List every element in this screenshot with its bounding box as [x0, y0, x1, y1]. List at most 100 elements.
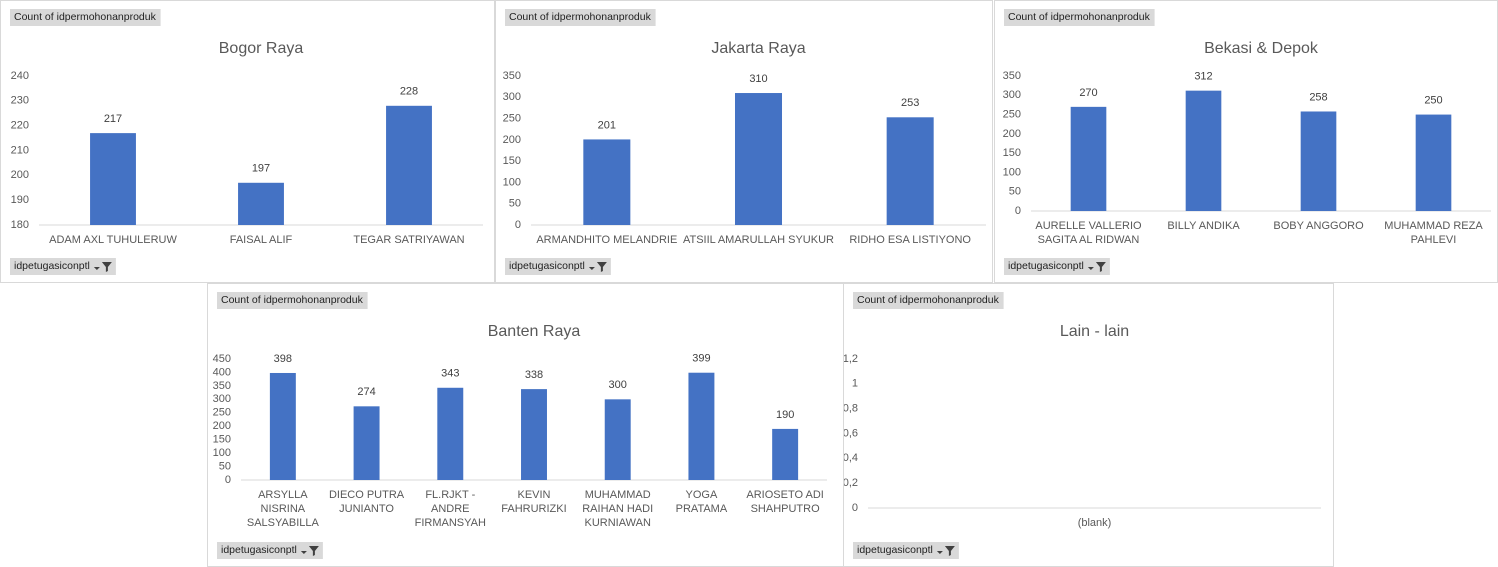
y-tick-label: 0,2 — [844, 477, 858, 489]
y-tick-label: 1,2 — [844, 353, 858, 365]
chart-title: Lain - lain — [1060, 323, 1129, 340]
y-tick-label: 0 — [515, 219, 521, 231]
x-tick-label: BOBY ANGGORO — [1273, 220, 1364, 232]
filter-button: idpetugasiconptl — [509, 260, 585, 272]
y-tick-label: 50 — [1009, 186, 1021, 198]
y-tick-label: 200 — [1003, 128, 1021, 140]
chart: Count of idpermohonanproduk Lain - lain 0 0… — [843, 292, 1321, 559]
chart-title: Jakarta Raya — [711, 40, 805, 57]
bar — [734, 93, 783, 226]
value-label: 228 — [400, 86, 418, 98]
chart-panel: Count of idpermohonanproduk Bekasi & Depo… — [994, 0, 1498, 283]
chart: Count of idpermohonanproduk Bekasi & Depo… — [1003, 9, 1491, 275]
x-tick-label: ARIOSETO ADI SHAHPUTRO — [746, 489, 824, 515]
y-tick-label: 220 — [11, 120, 29, 132]
x-tick-label: ADAM AXL TUHULERUW — [49, 234, 177, 246]
x-label-box: KEVIN FAHRURIZKI — [501, 489, 566, 515]
y-tick-label: 150 — [503, 155, 521, 167]
y-tick-label: 200 — [503, 134, 521, 146]
x-tick-label: MUHAMMAD REZA PAHLEVI — [1384, 220, 1483, 246]
x-label-box: FL.RJKT - ANDRE FIRMANSYAH — [414, 489, 486, 529]
value-field-button: Count of idpermohonanproduk — [1008, 11, 1151, 23]
chart-panel: Count of idpermohonanproduk Jakarta Raya 0… — [495, 0, 993, 283]
bar — [1300, 111, 1337, 211]
chart: Count of idpermohonanproduk Bogor Raya 180… — [10, 9, 483, 275]
dropdown-icon — [300, 551, 307, 554]
y-tick-label: 0 — [1015, 205, 1021, 217]
chart-panel: Count of idpermohonanproduk Bogor Raya 180… — [0, 0, 495, 283]
button-bg — [217, 292, 368, 309]
y-tick-label: 150 — [213, 434, 231, 446]
button-bg — [1004, 258, 1110, 275]
value-label: 274 — [357, 386, 375, 398]
x-label-box: RIDHO ESA LISTIYONO — [849, 234, 971, 246]
value-label: 312 — [1194, 71, 1212, 83]
bar — [604, 399, 631, 480]
x-label-box: TEGAR SATRIYAWAN — [353, 234, 464, 246]
bar — [1415, 114, 1452, 211]
x-label-box: FAISAL ALIF — [229, 234, 293, 246]
chart-panel: Count of idpermohonanproduk Banten Raya 0 5… — [207, 283, 844, 567]
chart: Count of idpermohonanproduk Banten Raya 0 5… — [213, 292, 827, 559]
x-label-box: (blank) — [1078, 517, 1112, 529]
x-label-box: ADAM AXL TUHULERUW — [49, 234, 177, 246]
bar — [886, 117, 934, 225]
value-label: 258 — [1309, 91, 1327, 103]
y-tick-label: 100 — [503, 176, 521, 188]
filter-button: idpetugasiconptl — [221, 544, 297, 556]
bar — [90, 133, 136, 225]
y-tick-label: 250 — [503, 112, 521, 124]
y-tick-label: 0 — [852, 502, 858, 514]
y-tick-label: 350 — [213, 380, 231, 392]
y-tick-label: 100 — [213, 447, 231, 459]
chart-title: Bogor Raya — [219, 40, 304, 57]
x-label-box: MUHAMMAD REZA PAHLEVI — [1384, 220, 1483, 246]
value-label: 190 — [776, 409, 794, 421]
y-tick-label: 50 — [219, 460, 231, 472]
y-tick-label: 250 — [1003, 108, 1021, 120]
value-label: 253 — [901, 97, 919, 109]
filter-button: idpetugasiconptl — [857, 544, 933, 556]
x-label-box: ARMANDHITO MELANDRIE — [536, 234, 677, 246]
x-label-box: BOBY ANGGORO — [1273, 220, 1364, 232]
value-label: 399 — [692, 353, 710, 365]
y-tick-label: 400 — [213, 366, 231, 378]
y-tick-label: 300 — [503, 91, 521, 103]
x-tick-label: RIDHO ESA LISTIYONO — [849, 234, 971, 246]
y-tick-label: 0,6 — [844, 427, 858, 439]
y-tick-label: 230 — [11, 95, 29, 107]
bar — [1185, 90, 1222, 211]
y-tick-label: 300 — [213, 393, 231, 405]
y-tick-label: 0 — [225, 474, 231, 486]
y-tick-label: 210 — [11, 144, 29, 156]
x-tick-label: AURELLE VALLERIO SAGITA AL RIDWAN — [1035, 220, 1142, 246]
bar — [688, 372, 715, 480]
dropdown-icon — [1087, 267, 1094, 270]
value-label: 338 — [525, 369, 543, 381]
x-tick-label: MUHAMMAD RAIHAN HADI KURNIAWAN — [582, 489, 654, 529]
button-bg — [10, 258, 116, 275]
x-label-box: BILLY ANDIKA — [1167, 220, 1239, 232]
value-label: 250 — [1424, 94, 1442, 106]
x-label-box: YOGA PRATAMA — [676, 489, 728, 515]
y-tick-label: 350 — [503, 70, 521, 82]
bar — [772, 428, 799, 480]
bar — [521, 389, 547, 480]
value-label: 300 — [609, 379, 627, 391]
x-tick-label: FAISAL ALIF — [229, 234, 293, 246]
x-tick-label: ARSYLLA NISRINA SALSYABILLA — [246, 489, 319, 529]
filter-button: idpetugasiconptl — [14, 260, 90, 272]
value-label: 270 — [1079, 87, 1097, 99]
y-tick-label: 200 — [11, 169, 29, 181]
value-label: 217 — [104, 113, 122, 125]
bar — [386, 105, 432, 225]
value-label: 201 — [598, 119, 616, 131]
chart-panel: Count of idpermohonanproduk Lain - lain 0 0… — [843, 283, 1334, 567]
value-label: 310 — [749, 73, 767, 85]
filter-button: idpetugasiconptl — [1008, 260, 1084, 272]
x-tick-label: FL.RJKT - ANDRE FIRMANSYAH — [414, 489, 486, 529]
dropdown-icon — [93, 267, 100, 270]
x-tick-label: ATSIIL AMARULLAH SYUKUR — [682, 234, 834, 246]
y-tick-label: 350 — [1003, 70, 1021, 82]
dropdown-icon — [588, 267, 595, 270]
